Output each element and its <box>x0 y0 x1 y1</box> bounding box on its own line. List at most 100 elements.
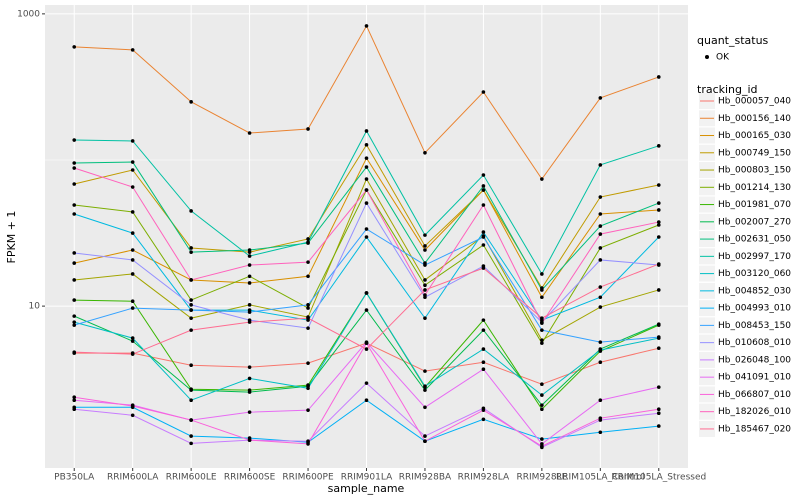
data-point <box>189 328 193 332</box>
data-point <box>72 182 77 186</box>
data-point <box>72 298 77 302</box>
data-point <box>130 160 135 164</box>
data-point <box>364 188 369 192</box>
legend-label: Hb_004993_010 <box>718 304 791 314</box>
data-point <box>130 404 135 408</box>
data-point <box>423 439 427 443</box>
x-tick-label: RRIM928LE <box>516 473 567 483</box>
legend: quant_status OK tracking_id Hb_000057_04… <box>697 34 791 437</box>
legend-label: Hb_066807_010 <box>718 390 791 400</box>
y-tick-label: 10 <box>29 302 41 312</box>
data-point <box>598 96 603 100</box>
data-point <box>656 322 661 326</box>
data-point <box>598 348 603 352</box>
data-point <box>598 360 603 365</box>
x-tick-label: RRIM928LA <box>458 473 510 483</box>
x-tick-label: RRIM600LE <box>166 473 217 483</box>
data-point <box>72 278 77 282</box>
data-point <box>130 48 135 52</box>
data-point <box>306 442 310 446</box>
data-point <box>72 161 77 165</box>
data-point <box>481 188 486 192</box>
data-point <box>656 407 661 412</box>
data-point <box>306 408 310 412</box>
data-point <box>540 338 544 342</box>
data-point <box>598 295 603 300</box>
data-point <box>481 90 486 94</box>
data-point <box>540 328 544 332</box>
data-point <box>481 318 486 322</box>
data-point <box>364 381 369 385</box>
data-point <box>481 203 486 207</box>
data-point <box>423 434 427 438</box>
data-point <box>423 288 427 292</box>
data-point <box>598 224 603 228</box>
legend-label: Hb_001214_130 <box>718 183 791 193</box>
data-point <box>481 230 486 234</box>
data-point <box>72 261 77 265</box>
data-point <box>540 288 544 292</box>
data-point <box>364 398 369 403</box>
data-point <box>72 166 77 170</box>
data-point <box>481 360 486 365</box>
x-axis-title: sample_name <box>328 482 405 495</box>
data-point <box>423 388 427 392</box>
data-point <box>306 326 310 330</box>
data-point <box>540 341 544 345</box>
data-point <box>656 183 661 187</box>
data-point <box>598 430 603 435</box>
data-point <box>540 177 544 181</box>
legend-label: Hb_000749_150 <box>718 148 791 158</box>
data-point <box>423 405 427 410</box>
data-point <box>656 235 661 239</box>
legend-title: tracking_id <box>697 83 758 96</box>
data-point <box>72 251 77 255</box>
data-point <box>247 274 252 279</box>
x-tick-label: RRIM901LA <box>341 473 393 483</box>
data-point <box>481 243 486 247</box>
data-point <box>189 434 193 438</box>
legend-label: Hb_041091_010 <box>718 373 791 383</box>
data-point <box>306 127 310 131</box>
data-point <box>130 413 135 418</box>
data-point <box>656 262 661 266</box>
legend-label: Hb_182026_010 <box>718 407 791 417</box>
data-point <box>598 232 603 236</box>
data-point <box>656 223 661 227</box>
data-point <box>540 316 544 320</box>
data-point <box>481 235 486 239</box>
data-point <box>598 398 603 403</box>
legend-label: Hb_008453_150 <box>718 321 791 331</box>
data-point <box>130 258 135 262</box>
legend-label: Hb_010608_010 <box>718 338 791 348</box>
data-point <box>72 212 77 216</box>
data-point <box>189 298 193 302</box>
data-point <box>540 403 544 407</box>
x-tick-label: RRIM105LA_Control <box>556 473 645 483</box>
data-point <box>130 210 135 214</box>
legend-label: OK <box>716 53 730 63</box>
data-point <box>247 365 252 369</box>
data-point <box>364 129 369 133</box>
data-point <box>247 281 252 285</box>
data-point <box>247 303 252 307</box>
data-point <box>189 388 193 392</box>
legend-label: Hb_185467_020 <box>718 424 791 434</box>
data-point <box>189 441 193 446</box>
data-point <box>481 266 486 270</box>
data-point <box>189 246 193 250</box>
data-point <box>247 410 252 414</box>
data-point <box>423 150 427 155</box>
data-point <box>189 303 193 307</box>
data-point <box>540 444 544 448</box>
data-point <box>130 231 135 235</box>
data-point <box>72 398 77 403</box>
y-tick-label: 1000 <box>17 9 40 19</box>
data-point <box>481 408 486 412</box>
data-point <box>364 24 369 28</box>
data-point <box>72 138 77 142</box>
data-point <box>130 306 135 310</box>
x-tick-label: PB350LA <box>54 473 95 483</box>
data-point <box>189 250 193 254</box>
